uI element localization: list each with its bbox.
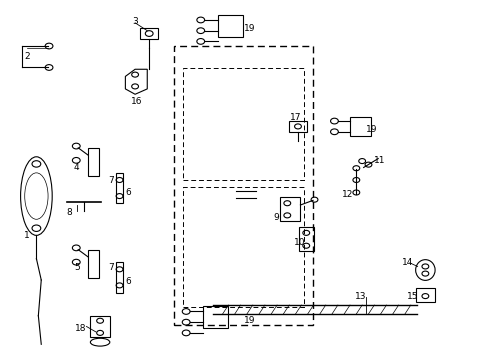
Text: 3: 3: [132, 17, 138, 26]
Bar: [350, 117, 370, 136]
Text: 7: 7: [108, 176, 113, 185]
Text: 12: 12: [341, 190, 352, 199]
Text: 9: 9: [273, 213, 279, 222]
Text: 14: 14: [401, 258, 412, 267]
Bar: [88, 148, 99, 176]
Bar: [183, 187, 303, 307]
Text: 19: 19: [243, 315, 255, 324]
Bar: [415, 288, 434, 302]
Text: 8: 8: [66, 208, 72, 217]
Text: 5: 5: [74, 263, 80, 272]
Bar: [116, 173, 123, 203]
Text: 10: 10: [293, 238, 305, 247]
Bar: [280, 197, 300, 221]
Bar: [203, 306, 228, 328]
Bar: [88, 249, 99, 278]
Text: 19: 19: [243, 24, 255, 33]
Bar: [174, 46, 312, 325]
Text: 7: 7: [108, 263, 113, 272]
Text: 16: 16: [131, 97, 142, 106]
Bar: [183, 68, 303, 180]
Bar: [298, 227, 313, 251]
Text: 2: 2: [24, 52, 29, 61]
Text: 17: 17: [289, 113, 301, 122]
Bar: [90, 316, 110, 337]
Bar: [140, 28, 158, 39]
Bar: [288, 121, 306, 132]
Bar: [217, 15, 243, 37]
Text: 6: 6: [124, 277, 130, 286]
Bar: [116, 262, 123, 293]
Text: 18: 18: [75, 324, 86, 333]
Text: 4: 4: [74, 163, 80, 172]
Text: 13: 13: [355, 292, 366, 301]
Text: 11: 11: [373, 156, 385, 165]
Text: 6: 6: [124, 188, 130, 197]
Text: 1: 1: [24, 231, 29, 240]
Text: 19: 19: [366, 125, 377, 134]
Text: 15: 15: [406, 292, 417, 301]
